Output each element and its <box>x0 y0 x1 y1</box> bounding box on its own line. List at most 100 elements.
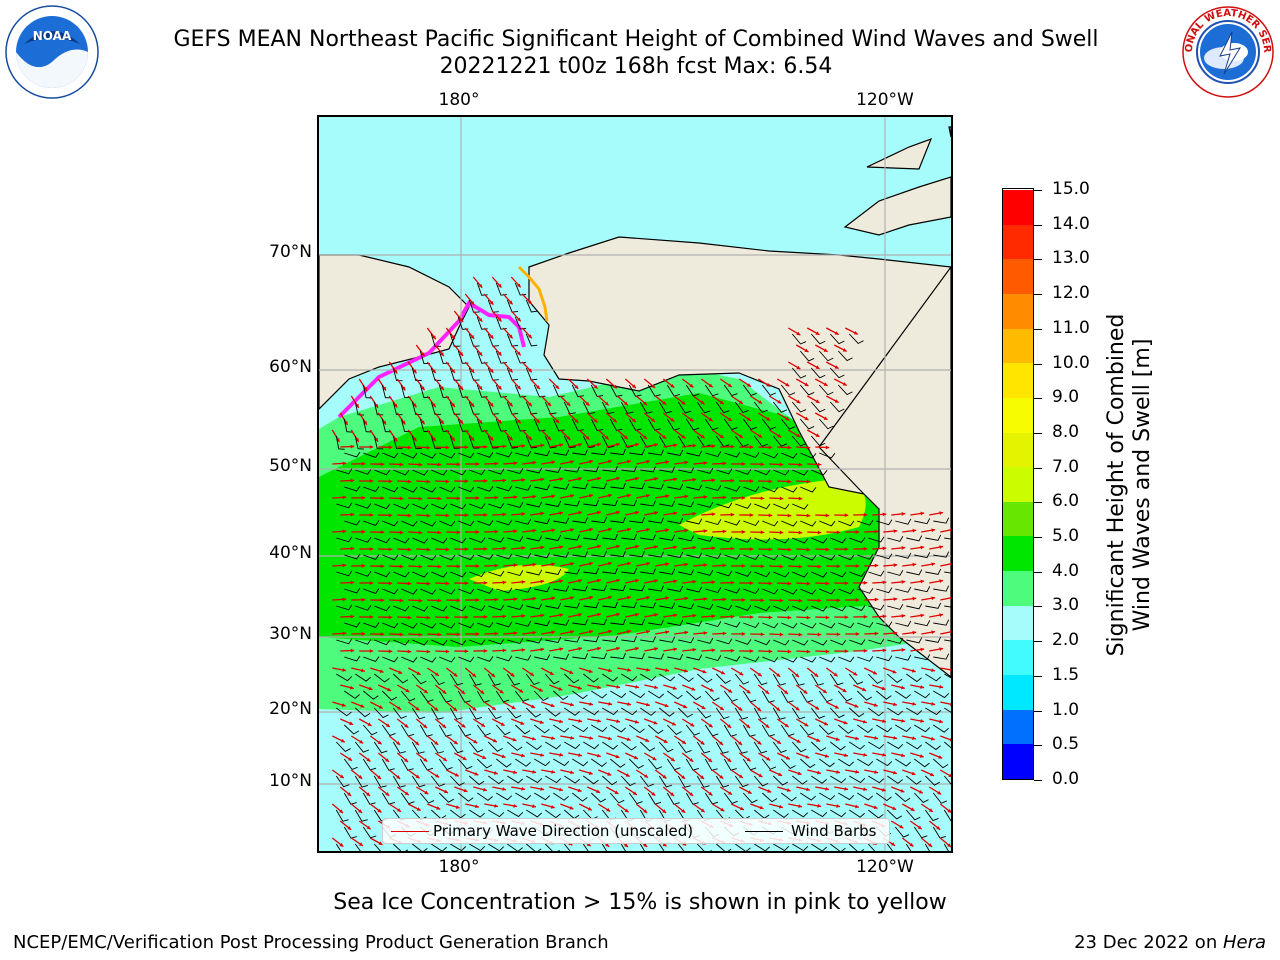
wave-direction-arrowhead <box>739 671 744 676</box>
wave-direction-arrowhead <box>684 460 689 465</box>
wave-direction-arrowhead <box>374 403 378 408</box>
wave-direction-arrowhead <box>624 808 629 813</box>
wave-direction-arrowhead <box>806 787 810 792</box>
wind-barb <box>933 517 950 524</box>
wind-barb <box>488 570 505 577</box>
wind-barb <box>648 585 665 592</box>
wave-direction-arrowhead <box>874 563 879 568</box>
wind-barb <box>533 384 546 398</box>
wave-direction-arrowhead <box>654 579 659 583</box>
wave-direction-arrowhead <box>540 613 545 618</box>
wind-barb <box>943 775 951 785</box>
wind-barb <box>857 588 874 594</box>
wind-barb <box>829 707 845 719</box>
wave-direction-arrowhead <box>521 512 526 516</box>
wind-barb <box>849 571 866 577</box>
wind-barb <box>392 367 403 382</box>
wave-direction-arrowhead <box>627 702 632 706</box>
wave-direction-arrowhead <box>540 647 545 652</box>
wave-direction-arrowhead <box>806 445 811 450</box>
wind-barb <box>659 500 676 507</box>
wave-direction-arrowhead <box>445 547 450 552</box>
wave-direction-arrowhead <box>893 529 898 534</box>
wave-direction-arrowhead <box>551 596 556 601</box>
noaa-logo-text: NOAA <box>33 29 72 43</box>
wind-barb <box>563 673 580 684</box>
wave-direction-arrowhead <box>435 773 440 778</box>
wind-barb <box>734 673 750 685</box>
wave-direction-arrowhead <box>670 757 675 762</box>
wind-barb <box>925 673 942 682</box>
wave-direction-arrowhead <box>722 495 727 500</box>
wind-barb <box>450 843 467 851</box>
wave-direction-arrowhead <box>464 445 469 450</box>
wind-barb <box>400 724 415 737</box>
wind-barb <box>780 384 796 396</box>
wave-direction-arrowhead <box>464 513 469 518</box>
wind-barb <box>743 554 760 561</box>
wind-barb <box>753 401 768 413</box>
wave-direction-arrowhead <box>585 401 590 406</box>
wind-barb <box>629 690 646 699</box>
lat-label-30n: 30°N <box>269 624 312 644</box>
wind-barb <box>697 501 714 508</box>
wind-barb <box>515 792 532 801</box>
wave-direction-arrowhead <box>482 787 487 792</box>
wave-direction-arrowhead <box>700 808 705 813</box>
wind-barb <box>639 741 656 752</box>
wind-barb <box>469 605 486 612</box>
wave-direction-arrowhead <box>426 615 431 620</box>
wave-direction-arrowhead <box>608 595 612 600</box>
lat-label-50n: 50°N <box>269 456 312 476</box>
wave-direction-arrowhead <box>574 418 579 423</box>
wind-barb <box>819 792 836 801</box>
wind-barb <box>545 775 562 784</box>
wind-barb <box>658 775 673 788</box>
wave-direction-arrowhead <box>513 563 518 568</box>
wave-direction-arrowhead <box>540 443 545 448</box>
wave-direction-arrowhead <box>475 632 480 636</box>
wind-barb <box>553 585 570 592</box>
wind-barb <box>419 724 433 737</box>
wave-direction-arrowhead <box>627 561 631 566</box>
wave-direction-arrowhead <box>516 385 521 390</box>
wave-direction-arrowhead <box>939 647 944 651</box>
wind-barb <box>457 758 473 770</box>
wind-barb <box>743 656 760 663</box>
wind-barb <box>876 587 893 594</box>
wind-barb <box>628 418 642 431</box>
wave-direction-arrowhead <box>445 445 450 450</box>
wave-direction-arrowhead <box>798 598 803 603</box>
wave-direction-arrowhead <box>749 513 754 517</box>
wave-direction-arrowhead <box>730 512 735 517</box>
wind-barb <box>525 333 538 347</box>
wave-direction-arrowhead <box>388 547 393 552</box>
wind-barb <box>629 724 645 734</box>
wind-barb <box>628 792 643 805</box>
wind-barb <box>772 435 788 447</box>
wave-direction-arrowhead <box>501 754 506 759</box>
wind-barb <box>724 451 741 458</box>
wind-barb <box>449 673 464 686</box>
wave-direction-arrowhead <box>350 512 355 517</box>
wave-direction-arrowhead <box>502 614 507 619</box>
wind-barb <box>610 724 627 733</box>
wind-barb <box>363 452 380 458</box>
wave-direction-arrowhead <box>396 741 401 745</box>
wave-direction-arrowhead <box>393 437 398 442</box>
wave-direction-arrowhead <box>759 805 764 810</box>
wave-direction-arrowhead <box>651 418 656 422</box>
wind-barb <box>496 485 513 492</box>
wave-direction-arrowhead <box>451 369 455 374</box>
wind-barb <box>515 758 531 767</box>
colorbar-tick-label: 15.0 <box>1052 179 1090 199</box>
wave-direction-arrowhead <box>817 598 822 603</box>
wind-barb <box>753 435 768 447</box>
wave-direction-arrowhead <box>651 384 656 388</box>
wind-barb <box>354 435 365 450</box>
wave-direction-arrowhead <box>654 545 659 549</box>
wave-direction-arrowhead <box>652 756 657 761</box>
wave-direction-arrowhead <box>578 753 583 757</box>
wind-barb <box>430 741 444 754</box>
wave-direction-arrowhead <box>920 685 925 689</box>
